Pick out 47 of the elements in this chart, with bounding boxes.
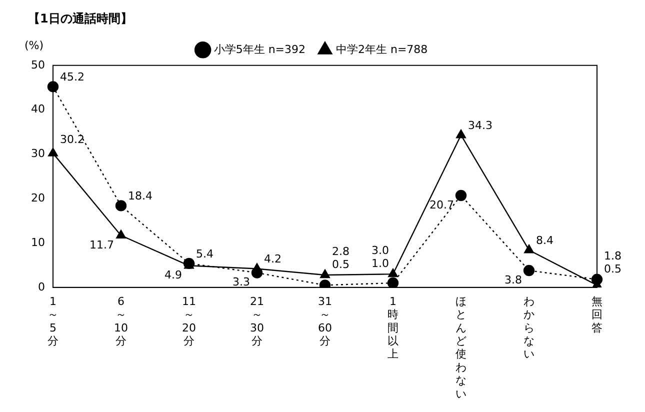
point — [523, 264, 535, 276]
x-tick-label: 6～10分 — [114, 294, 128, 348]
x-tick-label: 1時間以上 — [388, 294, 398, 361]
x-tick-label: 31～60分 — [318, 294, 332, 348]
data-label: 3.3 — [232, 276, 250, 289]
data-label: 4.9 — [164, 268, 182, 282]
data-label: 2.8 — [332, 244, 350, 258]
data-label: 0.5 — [604, 262, 622, 276]
point — [455, 190, 467, 202]
x-tick-label: ほとんど使わない — [456, 294, 466, 400]
point — [524, 244, 534, 254]
point — [456, 130, 466, 138]
chart-title: 【1日の通話時間】 — [28, 11, 132, 26]
point — [251, 267, 263, 278]
point — [388, 268, 398, 278]
point — [320, 269, 330, 278]
data-label: 20.7 — [430, 198, 454, 212]
y-tick-label: 30 — [30, 147, 45, 160]
x-tick-label: 11～20分 — [182, 294, 196, 348]
data-label: 4.2 — [264, 252, 282, 266]
y-tick-label: 50 — [30, 58, 45, 72]
data-label: 8.4 — [536, 234, 554, 247]
point — [387, 277, 399, 288]
legend-label: 中学2年生 n=788 — [336, 42, 428, 56]
y-tick-label: 0 — [38, 280, 45, 294]
point — [115, 200, 127, 212]
x-tick-label: 無回答 — [592, 294, 602, 334]
x-tick-label: 21～30分 — [250, 294, 264, 348]
x-tick-label: 1～5分 — [47, 294, 58, 348]
data-label: 0.5 — [332, 258, 350, 271]
y-axis-title: (%) — [24, 38, 44, 52]
data-label: 30.2 — [60, 133, 84, 146]
data-label: 45.2 — [60, 70, 84, 84]
y-tick-label: 40 — [30, 102, 45, 116]
x-tick-label: わからない — [524, 294, 534, 361]
data-label: 1.0 — [372, 256, 389, 270]
data-label: 11.7 — [89, 238, 114, 252]
data-label: 18.4 — [128, 190, 152, 203]
y-tick-label: 10 — [30, 236, 45, 249]
y-tick-label: 20 — [30, 191, 45, 204]
legend-label: 小学5年生 n=392 — [214, 42, 306, 56]
data-label: 1.8 — [604, 249, 622, 262]
data-label: 34.3 — [468, 118, 492, 132]
data-label: 3.0 — [372, 244, 389, 257]
data-label: 3.8 — [504, 273, 522, 286]
point — [116, 230, 126, 239]
data-label: 5.4 — [196, 247, 214, 260]
